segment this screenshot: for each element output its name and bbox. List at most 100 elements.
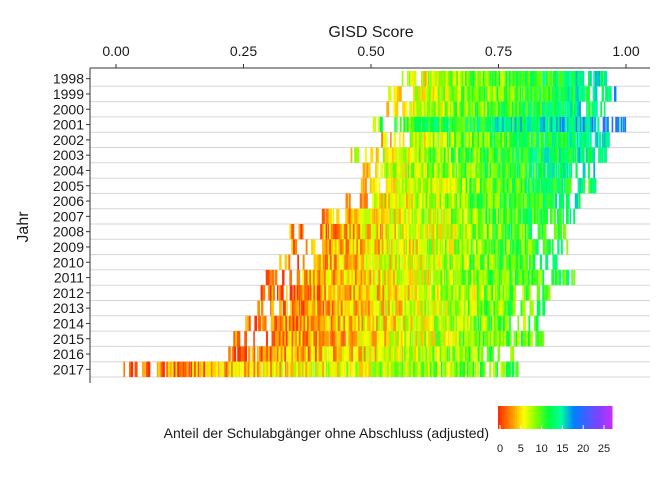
heatmap-cell bbox=[527, 101, 530, 117]
heatmap-cell bbox=[244, 346, 247, 362]
heatmap-cell bbox=[546, 116, 549, 133]
heatmap-cell bbox=[354, 239, 357, 255]
heatmap-cell bbox=[370, 239, 374, 255]
heatmap-cell bbox=[536, 285, 541, 301]
heatmap-cell bbox=[472, 71, 475, 87]
heatmap-cell bbox=[500, 193, 502, 209]
heatmap-cell bbox=[527, 132, 531, 148]
heatmap-cell bbox=[300, 285, 303, 301]
heatmap-cell bbox=[455, 361, 458, 377]
heatmap-cell bbox=[553, 193, 556, 209]
heatmap-cell bbox=[513, 208, 516, 224]
heatmap-cell bbox=[345, 239, 349, 255]
heatmap-cell bbox=[464, 346, 467, 362]
heatmap-cell bbox=[446, 300, 449, 316]
heatmap-cell bbox=[377, 300, 381, 316]
heatmap-cell bbox=[394, 361, 398, 377]
heatmap-cell bbox=[447, 285, 450, 301]
heatmap-cell bbox=[233, 346, 237, 362]
heatmap-cell bbox=[540, 71, 543, 87]
heatmap-cell bbox=[424, 147, 428, 163]
heatmap-cell bbox=[496, 300, 500, 316]
heatmap-cell bbox=[369, 285, 372, 301]
color-legend: Anteil der Schulabgänger ohne Abschluss … bbox=[164, 406, 613, 455]
heatmap-cell bbox=[508, 101, 511, 117]
heatmap-cell bbox=[280, 285, 284, 301]
heatmap-cell bbox=[591, 116, 594, 133]
heatmap-cell bbox=[510, 86, 515, 102]
heatmap-cell bbox=[569, 86, 573, 102]
heatmap-cell bbox=[512, 193, 516, 209]
heatmap-cell bbox=[553, 162, 556, 179]
heatmap-cell bbox=[427, 346, 430, 362]
heatmap-cell bbox=[477, 162, 481, 179]
heatmap-cell bbox=[455, 101, 459, 117]
heatmap-cell bbox=[363, 239, 366, 255]
heatmap-cell bbox=[435, 71, 438, 87]
heatmap-cell bbox=[372, 224, 375, 240]
heatmap-cell bbox=[407, 254, 410, 270]
heatmap-cell bbox=[418, 346, 421, 362]
heatmap-cell bbox=[434, 239, 436, 255]
heatmap-cell bbox=[167, 361, 171, 377]
heatmap-cell bbox=[535, 239, 539, 255]
heatmap-cell bbox=[411, 331, 414, 347]
heatmap-cell bbox=[569, 132, 573, 148]
heatmap-cell bbox=[458, 178, 462, 194]
heatmap-cell bbox=[320, 254, 323, 270]
legend-swatch bbox=[558, 406, 562, 429]
heatmap-cell bbox=[533, 315, 537, 332]
heatmap-cell bbox=[522, 178, 526, 194]
heatmap-cell bbox=[528, 193, 532, 209]
heatmap-cell bbox=[468, 193, 471, 209]
heatmap-cell bbox=[500, 285, 503, 301]
heatmap-cell bbox=[399, 147, 403, 163]
heatmap-cell bbox=[523, 132, 526, 148]
heatmap-cell bbox=[590, 147, 594, 163]
heatmap-cell bbox=[405, 162, 407, 179]
heatmap-cell bbox=[390, 239, 394, 255]
legend-swatch bbox=[505, 406, 508, 429]
heatmap-cell bbox=[338, 254, 341, 270]
heatmap-cell bbox=[507, 71, 510, 87]
heatmap-cell bbox=[327, 269, 331, 286]
heatmap-cell bbox=[505, 224, 507, 240]
heatmap-cell bbox=[313, 300, 316, 316]
heatmap-cell bbox=[453, 331, 456, 347]
heatmap-cell bbox=[617, 116, 620, 133]
heatmap-cell bbox=[549, 147, 553, 163]
heatmap-cell bbox=[511, 346, 515, 362]
heatmap-cell bbox=[484, 315, 488, 332]
heatmap-cell bbox=[408, 147, 412, 163]
x-tick-label: 0.00 bbox=[102, 43, 129, 59]
heatmap-cell bbox=[537, 193, 540, 209]
heatmap-cell bbox=[216, 361, 218, 377]
heatmap-cell bbox=[282, 346, 285, 362]
heatmap-cell bbox=[523, 193, 525, 209]
heatmap-cell bbox=[363, 269, 368, 286]
heatmap-cell bbox=[508, 331, 511, 347]
heatmap-cell bbox=[453, 162, 456, 179]
heatmap-cell bbox=[497, 208, 500, 224]
heatmap-cell bbox=[582, 132, 585, 148]
heatmap-cell bbox=[516, 269, 520, 286]
heatmap-cell bbox=[420, 147, 423, 163]
heatmap-cell bbox=[393, 269, 396, 286]
heatmap-cell bbox=[432, 162, 435, 179]
heatmap-cell bbox=[403, 178, 407, 194]
heatmap-cell bbox=[379, 315, 382, 332]
heatmap-cell bbox=[435, 116, 438, 133]
heatmap-cell bbox=[450, 193, 453, 209]
heatmap-cell bbox=[336, 285, 340, 301]
heatmap-cell bbox=[588, 116, 592, 133]
heatmap-cell bbox=[331, 269, 334, 286]
heatmap-cell bbox=[398, 361, 400, 377]
heatmap-cell bbox=[467, 331, 471, 347]
heatmap-cell bbox=[129, 361, 132, 377]
heatmap-cell bbox=[430, 224, 434, 240]
heatmap-cell bbox=[582, 86, 585, 102]
heatmap-cell bbox=[422, 208, 425, 224]
heatmap-cell bbox=[379, 116, 383, 133]
heatmap-cell bbox=[422, 361, 425, 377]
heatmap-cell bbox=[526, 71, 530, 87]
